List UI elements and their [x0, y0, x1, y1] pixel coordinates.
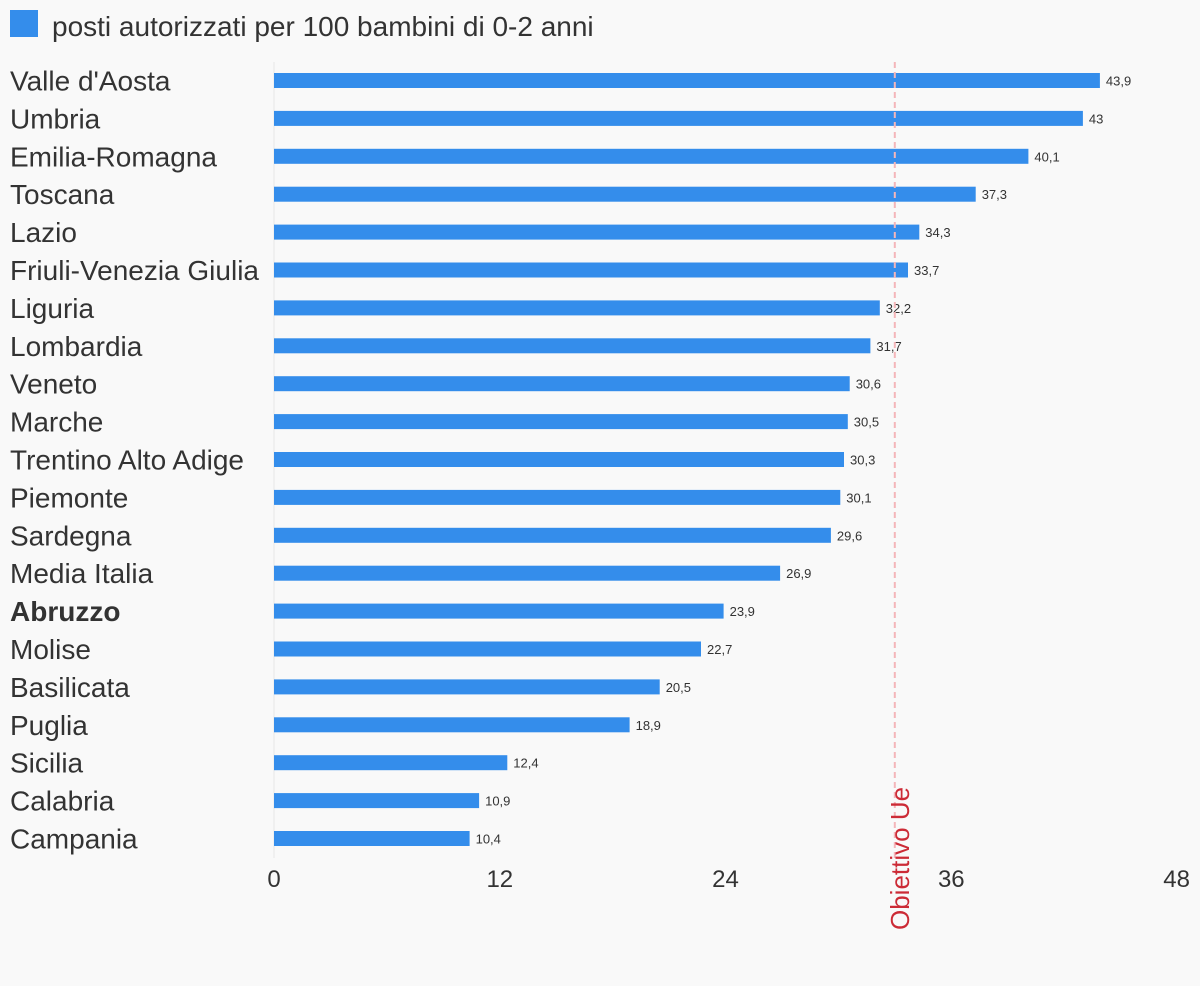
bar — [274, 489, 841, 505]
reference-line-label: Obiettivo Ue — [885, 787, 915, 930]
value-label: 31,7 — [876, 339, 901, 354]
bar — [274, 603, 724, 619]
x-axis-ticks: 0 12 24 36 48 — [267, 866, 1190, 893]
category-label: Piemonte — [10, 482, 128, 513]
category-label: Umbria — [10, 103, 101, 134]
category-label: Media Italia — [10, 558, 154, 589]
bar — [274, 565, 781, 581]
bar — [274, 376, 850, 392]
bar — [274, 73, 1100, 88]
bar — [274, 148, 1029, 164]
category-label: Molise — [10, 634, 91, 665]
bar — [274, 755, 508, 771]
category-label: Sardegna — [10, 520, 132, 551]
bar — [274, 414, 848, 430]
bar — [274, 527, 831, 543]
value-label: 30,3 — [850, 453, 875, 468]
value-label: 18,9 — [636, 718, 661, 733]
value-label: 30,1 — [846, 490, 871, 505]
value-label: 33,7 — [914, 263, 939, 278]
value-label: 10,4 — [476, 832, 501, 847]
category-label: Valle d'Aosta — [10, 66, 171, 97]
value-label: 40,1 — [1034, 149, 1059, 164]
category-label: Basilicata — [10, 672, 130, 703]
x-tick-label: 12 — [486, 866, 513, 893]
category-label: Veneto — [10, 369, 97, 400]
bar — [274, 262, 908, 278]
value-label: 26,9 — [786, 566, 811, 581]
value-label: 43 — [1089, 111, 1103, 126]
x-tick-label: 0 — [267, 866, 280, 893]
category-label: Campania — [10, 824, 138, 855]
category-label: Lazio — [10, 217, 77, 248]
bar — [274, 831, 470, 846]
category-labels: Valle d'Aosta Umbria Emilia-Romagna Toscana… — [10, 66, 259, 855]
bar — [274, 717, 630, 733]
category-label: Marche — [10, 407, 103, 438]
legend-swatch — [10, 10, 38, 37]
value-label: 34,3 — [925, 225, 950, 240]
category-label: Friuli-Venezia Giulia — [10, 255, 259, 286]
value-label: 12,4 — [513, 756, 538, 771]
value-label: 23,9 — [730, 604, 755, 619]
reference-line-group: Obiettivo Ue — [885, 62, 915, 930]
category-label: Toscana — [10, 179, 115, 210]
value-label: 43,9 — [1106, 74, 1131, 89]
bar — [274, 679, 660, 695]
value-label: 22,7 — [707, 642, 732, 657]
bars-group — [274, 73, 1100, 846]
bar — [274, 186, 976, 202]
value-label: 30,5 — [854, 415, 879, 430]
bar — [274, 452, 844, 467]
legend: posti autorizzati per 100 bambini di 0-2… — [10, 10, 594, 42]
x-tick-label: 24 — [712, 866, 739, 893]
category-label: Abruzzo — [10, 596, 120, 627]
value-label: 10,9 — [485, 794, 510, 809]
value-label: 37,3 — [982, 187, 1007, 202]
bar — [274, 793, 480, 809]
category-label: Trentino Alto Adige — [10, 445, 244, 476]
value-label: 29,6 — [837, 528, 862, 543]
category-label: Calabria — [10, 786, 115, 817]
category-label: Puglia — [10, 710, 88, 741]
category-label: Lombardia — [10, 331, 143, 362]
value-label: 30,6 — [856, 377, 881, 392]
bar — [274, 110, 1083, 126]
category-label: Emilia-Romagna — [10, 141, 217, 172]
category-label: Liguria — [10, 293, 94, 324]
x-tick-label: 36 — [938, 866, 965, 893]
category-label: Sicilia — [10, 748, 84, 779]
bar — [274, 338, 871, 354]
x-tick-label: 48 — [1163, 866, 1190, 893]
bar — [274, 300, 880, 316]
bar — [274, 224, 920, 240]
value-label: 20,5 — [666, 680, 691, 695]
legend-label: posti autorizzati per 100 bambini di 0-2… — [52, 11, 594, 42]
bar — [274, 641, 701, 657]
value-label: 32,2 — [886, 301, 911, 316]
